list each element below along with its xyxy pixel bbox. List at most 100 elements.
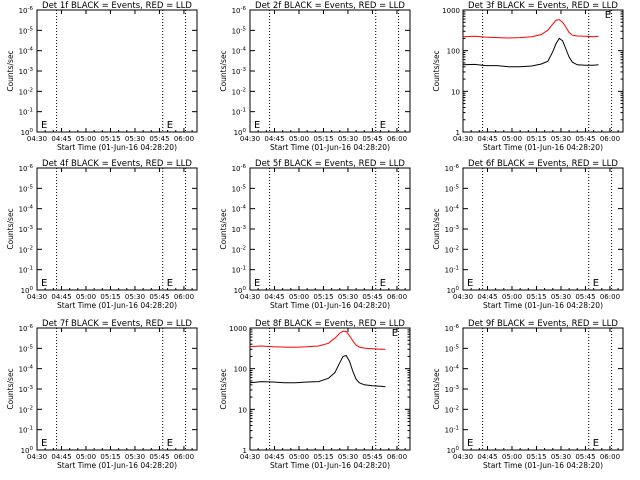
y-tick-label: 10-3: [232, 67, 247, 76]
x-tick-label: 05:30: [551, 453, 571, 461]
x-axis-label: Start Time (01-Jun-16 04:28:20): [57, 301, 177, 310]
y-tick-label: 10: [238, 406, 247, 414]
event-marker-label: E: [392, 328, 398, 339]
x-tick-label: 05:45: [362, 453, 382, 461]
y-tick-label: 10-6: [19, 324, 34, 333]
y-tick-label: 10-5: [232, 184, 247, 193]
x-tick-label: 05:30: [125, 453, 145, 461]
chart-panel-2: Det 2f BLACK = Events, RED = LLD 04:30 04:…: [219, 1, 411, 152]
plot-frame: [36, 167, 198, 291]
x-tick-label: 04:45: [51, 453, 71, 461]
chart-panel-5: Det 5f BLACK = Events, RED = LLD 04:30 04:…: [219, 159, 411, 310]
y-tick-label: 10-4: [232, 205, 247, 214]
x-axis-label: Start Time (01-Jun-16 04:28:20): [483, 461, 603, 470]
y-tick-label: 10-6: [19, 164, 34, 173]
chart-panel-1: Det 1f BLACK = Events, RED = LLD 04:30 04:…: [6, 1, 198, 152]
y-tick-label: 10-2: [19, 245, 33, 254]
x-axis-label: Start Time (01-Jun-16 04:28:20): [57, 461, 177, 470]
x-tick-label: 06:00: [387, 135, 407, 143]
y-tick-label: 10-3: [19, 385, 34, 394]
y-tick-label: 10-1: [445, 426, 459, 435]
x-tick-label: 06:00: [600, 453, 620, 461]
y-tick-label: 10-5: [19, 344, 34, 353]
x-axis-label: Start Time (01-Jun-16 04:28:20): [483, 301, 603, 310]
chart-panel-3: Det 3f BLACK = Events, RED = LLD 04:30 04:…: [432, 1, 624, 152]
plot-frame: [462, 167, 624, 291]
x-tick-label: 05:30: [338, 135, 358, 143]
event-marker-label: E: [41, 278, 47, 289]
y-tick-label: 10-6: [232, 6, 247, 15]
event-marker-label: E: [254, 278, 260, 289]
chart-title: Det 1f BLACK = Events, RED = LLD: [42, 1, 192, 11]
event-marker-label: E: [41, 120, 47, 131]
event-marker-label: E: [167, 438, 173, 449]
chart-title: Det 9f BLACK = Events, RED = LLD: [468, 319, 618, 329]
x-tick-label: 04:45: [477, 135, 497, 143]
y-tick-label: 10-2: [445, 245, 459, 254]
x-tick-label: 05:15: [313, 135, 333, 143]
y-axis-label: Counts/sec: [6, 208, 15, 249]
x-tick-label: 04:30: [453, 293, 473, 301]
x-tick-label: 05:15: [100, 135, 120, 143]
x-tick-label: 05:15: [100, 453, 120, 461]
x-tick-label: 04:45: [264, 293, 284, 301]
x-tick-label: 05:00: [76, 293, 96, 301]
x-tick-label: 06:00: [600, 135, 620, 143]
plot-frame: [462, 327, 624, 451]
y-tick-label: 10-3: [445, 225, 460, 234]
y-tick-label: 1000: [442, 7, 460, 15]
x-tick-label: 04:30: [240, 453, 260, 461]
x-tick-label: 05:45: [575, 453, 595, 461]
y-tick-label: 10-4: [19, 205, 34, 214]
y-tick-label: 100: [234, 366, 247, 374]
y-tick-label: 10-6: [445, 164, 460, 173]
y-tick-label: 10-4: [445, 205, 460, 214]
x-axis-label: Start Time (01-Jun-16 04:28:20): [270, 461, 390, 470]
plot-frame: [249, 9, 411, 133]
chart-title: Det 2f BLACK = Events, RED = LLD: [255, 1, 405, 11]
chart-panel-9: Det 9f BLACK = Events, RED = LLD 04:30 04:…: [432, 319, 624, 470]
y-tick-label: 10-3: [19, 225, 34, 234]
chart-title: Det 3f BLACK = Events, RED = LLD: [468, 1, 618, 11]
y-tick-label: 10-2: [19, 405, 33, 414]
plot-frame: [249, 167, 411, 291]
y-tick-label: 1: [243, 447, 247, 455]
lld-series-line: [462, 19, 599, 39]
events-series-line: [462, 37, 599, 68]
y-axis-label: Counts/sec: [6, 368, 15, 409]
x-tick-label: 05:00: [289, 135, 309, 143]
x-tick-label: 05:30: [551, 293, 571, 301]
y-tick-label: 10-1: [19, 108, 33, 117]
y-axis-label: Counts/sec: [219, 368, 228, 409]
x-tick-label: 05:45: [149, 453, 169, 461]
chart-title: Det 4f BLACK = Events, RED = LLD: [42, 159, 192, 169]
y-tick-label: 10-2: [232, 87, 246, 96]
y-tick-label: 10-3: [445, 385, 460, 394]
x-axis-label: Start Time (01-Jun-16 04:28:20): [57, 143, 177, 152]
chart-title: Det 7f BLACK = Events, RED = LLD: [42, 319, 192, 329]
x-tick-label: 05:15: [526, 453, 546, 461]
chart-panel-6: Det 6f BLACK = Events, RED = LLD 04:30 04:…: [432, 159, 624, 310]
x-tick-label: 04:45: [264, 453, 284, 461]
event-marker-label: E: [605, 10, 611, 21]
x-tick-label: 05:45: [575, 135, 595, 143]
x-tick-label: 05:00: [502, 453, 522, 461]
x-tick-label: 04:45: [477, 293, 497, 301]
x-tick-label: 05:45: [362, 135, 382, 143]
y-axis-label: Counts/sec: [432, 208, 441, 249]
y-tick-label: 10-5: [19, 26, 34, 35]
y-axis-label: Counts/sec: [432, 50, 441, 91]
y-tick-label: 10-6: [445, 324, 460, 333]
y-axis-label: Counts/sec: [6, 50, 15, 91]
x-tick-label: 05:00: [76, 135, 96, 143]
y-tick-label: 10-6: [232, 164, 247, 173]
x-axis-label: Start Time (01-Jun-16 04:28:20): [270, 143, 390, 152]
x-tick-label: 05:45: [362, 293, 382, 301]
x-tick-label: 04:45: [477, 453, 497, 461]
y-tick-label: 10-1: [19, 266, 33, 275]
x-tick-label: 05:30: [338, 293, 358, 301]
y-tick-label: 100: [234, 286, 247, 295]
x-tick-label: 04:30: [27, 293, 47, 301]
event-marker-label: E: [467, 278, 473, 289]
